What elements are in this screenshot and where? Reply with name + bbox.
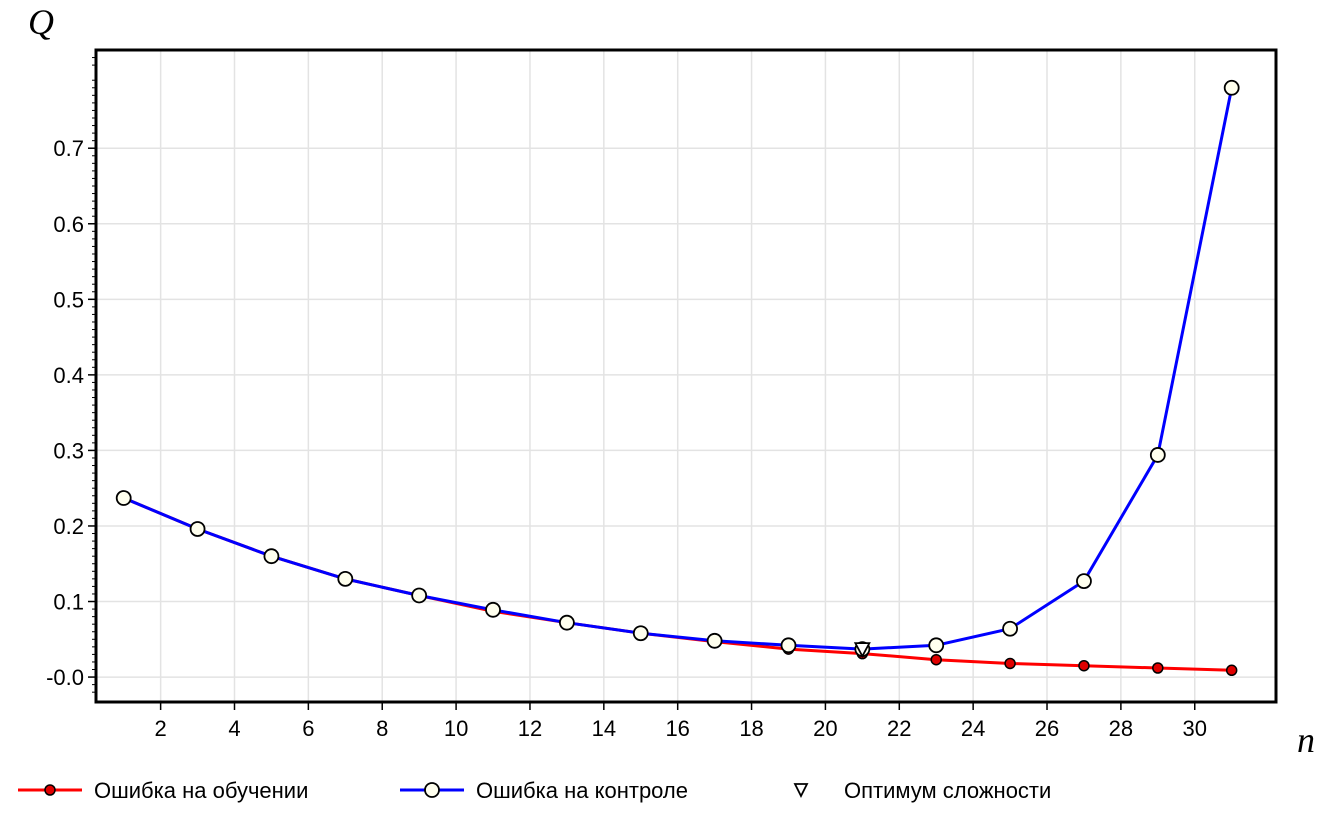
x-tick-label: 4 <box>228 716 240 741</box>
x-tick-label: 6 <box>302 716 314 741</box>
control-error-point <box>928 637 945 654</box>
control-error-point <box>1223 79 1240 96</box>
control-error-point <box>411 587 428 604</box>
control-error-point <box>780 637 797 654</box>
train-error-point <box>1078 659 1090 672</box>
control-error-point <box>485 601 501 618</box>
legend-item-train: Ошибка на обучении <box>18 778 308 803</box>
legend-item-optimum: Оптимум сложности <box>793 778 1051 803</box>
y-axis-ticks: -0.0 0.1 0.2 0.3 0.4 0.5 0.6 0.7 <box>46 136 96 690</box>
y-axis-label: Q <box>28 2 54 42</box>
x-tick-label: 20 <box>813 716 837 741</box>
x-axis-ticks: 2 4 6 8 10 12 14 16 18 20 22 24 26 28 30 <box>155 702 1207 741</box>
grid <box>96 50 1276 702</box>
legend-optimum-marker <box>793 783 809 799</box>
control-error-line <box>123 87 1234 651</box>
control-error-point <box>706 632 723 649</box>
legend-train-marker <box>44 784 56 796</box>
series-lines <box>123 87 1234 672</box>
series-markers <box>115 79 1240 677</box>
legend-optimum-label: Оптимум сложности <box>844 778 1051 803</box>
y-tick-label: 0.2 <box>53 514 84 539</box>
legend: Ошибка на обучении Ошибка на контроле Оп… <box>18 778 1051 803</box>
control-error-point <box>1002 620 1018 637</box>
y-tick-label: 0.5 <box>53 287 84 312</box>
y-tick-label: 0.7 <box>53 136 84 161</box>
x-tick-label: 10 <box>444 716 468 741</box>
y-tick-label: -0.0 <box>46 665 84 690</box>
optimum-point <box>853 642 871 659</box>
control-error-point <box>558 614 575 631</box>
x-axis-label: n <box>1297 720 1315 760</box>
y-tick-label: 0.3 <box>53 438 84 463</box>
legend-control-label: Ошибка на контроле <box>476 778 688 803</box>
legend-item-control: Ошибка на контроле <box>400 778 688 803</box>
train-error-point <box>1225 664 1238 677</box>
control-error-point <box>263 548 280 565</box>
control-error-point <box>1076 573 1092 590</box>
train-error-point <box>1004 657 1016 670</box>
x-tick-label: 18 <box>739 716 763 741</box>
x-tick-label: 22 <box>887 716 911 741</box>
x-tick-label: 26 <box>1035 716 1059 741</box>
control-error-point <box>115 490 132 506</box>
plot-frame <box>94 48 1278 704</box>
control-error-point <box>1149 447 1166 463</box>
control-error-point <box>632 625 649 642</box>
y-tick-label: 0.4 <box>53 363 84 388</box>
y-tick-label: 0.6 <box>53 212 84 237</box>
train-error-point <box>930 653 942 666</box>
x-tick-label: 14 <box>592 716 616 741</box>
legend-train-label: Ошибка на обучении <box>94 778 308 803</box>
x-tick-label: 8 <box>376 716 388 741</box>
y-tick-label: 0.1 <box>53 590 84 615</box>
optimum-marker-group <box>853 642 871 659</box>
control-error-point <box>337 570 354 587</box>
x-tick-label: 2 <box>155 716 167 741</box>
x-tick-label: 16 <box>665 716 689 741</box>
x-tick-label: 12 <box>518 716 542 741</box>
train-error-point <box>1152 662 1164 674</box>
control-error-point <box>189 521 206 537</box>
x-tick-label: 30 <box>1183 716 1207 741</box>
x-tick-label: 24 <box>961 716 985 741</box>
x-tick-label: 28 <box>1109 716 1133 741</box>
legend-control-marker <box>424 782 440 798</box>
